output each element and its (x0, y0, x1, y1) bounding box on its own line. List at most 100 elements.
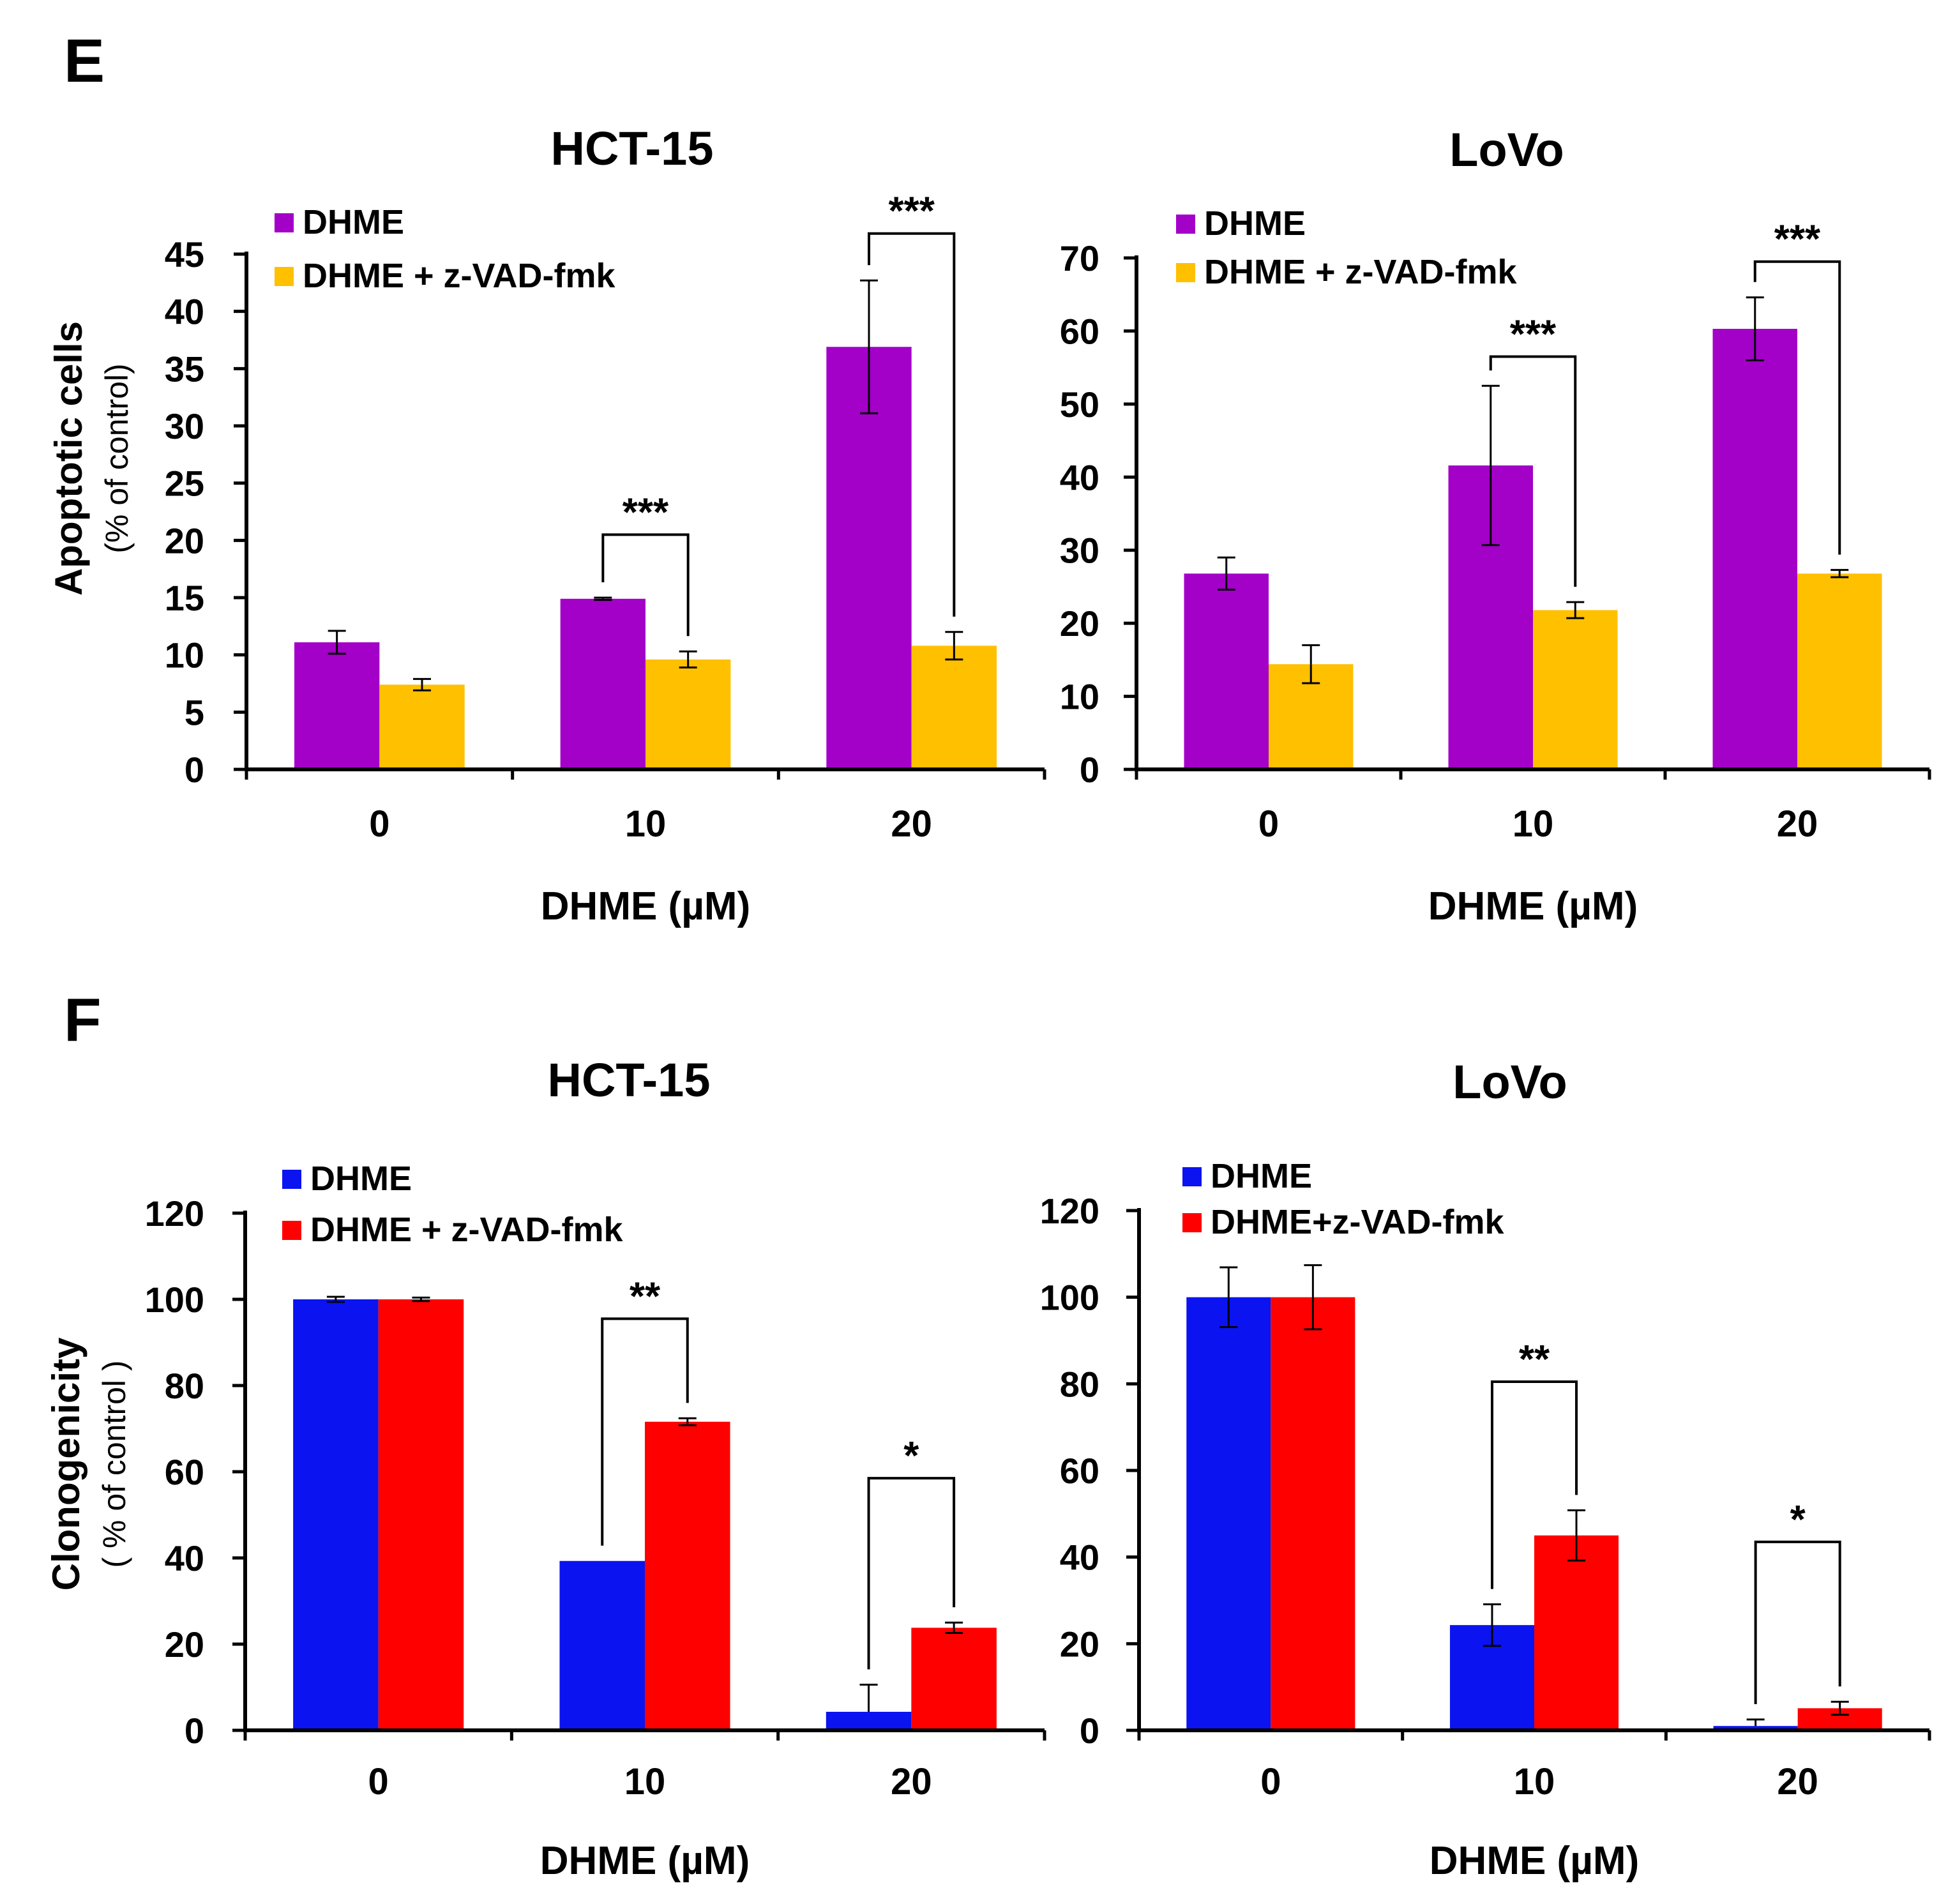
bar-dhme-z-vad-fmk-10 (645, 659, 731, 769)
panel-letter-f: F (64, 986, 102, 1054)
x-axis-title: DHME (µM) (540, 1839, 750, 1883)
y-axis-subtitle-f: ( % of control ) (96, 1360, 132, 1568)
y-tick-label: 30 (165, 406, 204, 446)
panel-letter-e: E (64, 27, 105, 95)
significance-bracket (1754, 1540, 1841, 1705)
y-tick-label: 120 (145, 1193, 204, 1234)
significance-label: ** (1519, 1338, 1550, 1382)
legend-swatch (282, 1221, 301, 1240)
legend-swatch (282, 1170, 301, 1189)
significance-label: *** (1774, 218, 1821, 262)
y-tick-label: 10 (1060, 677, 1099, 717)
significance-bracket (1490, 1380, 1578, 1589)
x-category-label: 20 (891, 803, 932, 845)
y-tick-label: 0 (185, 750, 204, 790)
x-category-label: 10 (1513, 803, 1554, 845)
chart-1: HCT-15 *** *** 0 5 10 15 20 25 30 35 40 45 0 10 20 DHME … (165, 122, 1046, 928)
x-category-label: 0 (1258, 803, 1279, 845)
y-tick-label: 100 (145, 1280, 204, 1320)
legend-swatch (275, 213, 294, 232)
y-tick-label: 0 (1080, 1711, 1099, 1751)
y-tick-label: 20 (165, 1624, 204, 1665)
bar-dhme-z-vad-fmk-0 (379, 684, 465, 769)
x-category-label: 20 (891, 1761, 932, 1802)
y-tick-label: 0 (1080, 750, 1099, 790)
y-tick-label: 20 (1060, 603, 1099, 644)
y-tick-label: 60 (1060, 1451, 1099, 1491)
y-tick-label: 80 (165, 1366, 204, 1406)
significance-label: * (903, 1434, 919, 1478)
legend-label: DHME (310, 1160, 412, 1198)
significance-bracket (601, 1317, 689, 1546)
bar-dhme-20 (826, 1711, 912, 1730)
y-tick-label: 40 (165, 1538, 204, 1578)
bar-dhme-z-vad-fmk-0 (378, 1299, 464, 1730)
significance-label: ** (630, 1274, 661, 1318)
significance-bracket (1753, 260, 1841, 555)
x-category-label: 20 (1777, 803, 1818, 845)
legend-label: DHME + z-VAD-fmk (310, 1211, 624, 1249)
legend-label: DHME + z-VAD-fmk (1204, 253, 1518, 291)
y-tick-label: 20 (165, 520, 204, 561)
x-category-label: 0 (369, 803, 389, 845)
x-axis-title: DHME (µM) (1430, 1839, 1639, 1883)
significance-bracket (601, 533, 690, 637)
bar-dhme-z-vad-fmk-20 (911, 1628, 997, 1730)
y-tick-label: 70 (1060, 238, 1099, 278)
y-tick-label: 40 (165, 292, 204, 332)
significance-label: * (1790, 1498, 1806, 1542)
bar-dhme-10 (560, 598, 645, 769)
bar-dhme-0 (294, 642, 380, 769)
bar-dhme-z-vad-fmk-20 (1797, 573, 1882, 769)
x-category-label: 0 (368, 1761, 389, 1802)
y-tick-label: 25 (165, 464, 204, 504)
x-axis-title: DHME (µM) (1428, 884, 1638, 928)
y-tick-label: 40 (1060, 457, 1099, 497)
y-tick-label: 20 (1060, 1624, 1099, 1664)
legend-label: DHME (1211, 1157, 1312, 1195)
significance-label: *** (623, 490, 669, 534)
bar-dhme-0 (293, 1299, 379, 1730)
chart-2: LoVo *** *** 0 10 20 30 40 50 60 70 0 10 20 DHME (µM) D… (1060, 123, 1931, 928)
y-tick-label: 120 (1040, 1191, 1099, 1231)
chart-title: LoVo (1453, 1055, 1567, 1108)
y-tick-label: 50 (1060, 384, 1099, 425)
bar-dhme-0 (1184, 573, 1269, 769)
bar-dhme-10 (559, 1560, 645, 1730)
y-axis-title-f: Clonogenicity (45, 1337, 87, 1590)
y-tick-label: 35 (165, 349, 204, 389)
y-tick-label: 80 (1060, 1364, 1099, 1404)
legend-label: DHME (1204, 204, 1306, 243)
bar-dhme-20 (1713, 1726, 1798, 1730)
y-tick-label: 0 (185, 1711, 204, 1751)
x-category-label: 10 (624, 1761, 666, 1802)
bar-dhme-z-vad-fmk-10 (645, 1421, 730, 1730)
bar-dhme-z-vad-fmk-10 (1534, 1535, 1619, 1730)
legend-swatch (1176, 215, 1195, 234)
chart-title: HCT-15 (551, 122, 714, 175)
bar-dhme-z-vad-fmk-20 (911, 646, 997, 769)
legend-swatch (1176, 263, 1195, 282)
y-tick-label: 40 (1060, 1538, 1099, 1578)
significance-bracket (867, 1477, 956, 1670)
chart-title: LoVo (1449, 123, 1564, 176)
bar-dhme-20 (826, 347, 912, 769)
legend-swatch (1182, 1167, 1202, 1186)
y-tick-label: 5 (185, 692, 204, 732)
legend-swatch (1182, 1213, 1202, 1232)
x-category-label: 0 (1260, 1761, 1281, 1802)
significance-label: *** (1510, 312, 1557, 356)
bar-dhme-z-vad-fmk-10 (1533, 610, 1618, 769)
y-tick-label: 15 (165, 578, 204, 618)
y-tick-label: 60 (1060, 311, 1099, 351)
y-tick-label: 10 (165, 635, 204, 676)
significance-label: *** (888, 190, 935, 234)
x-category-label: 10 (1514, 1761, 1555, 1802)
y-axis-subtitle-e: (% of control) (99, 363, 135, 553)
bar-dhme-20 (1712, 328, 1797, 769)
y-axis-title-e: Apoptotic cells (47, 321, 90, 596)
